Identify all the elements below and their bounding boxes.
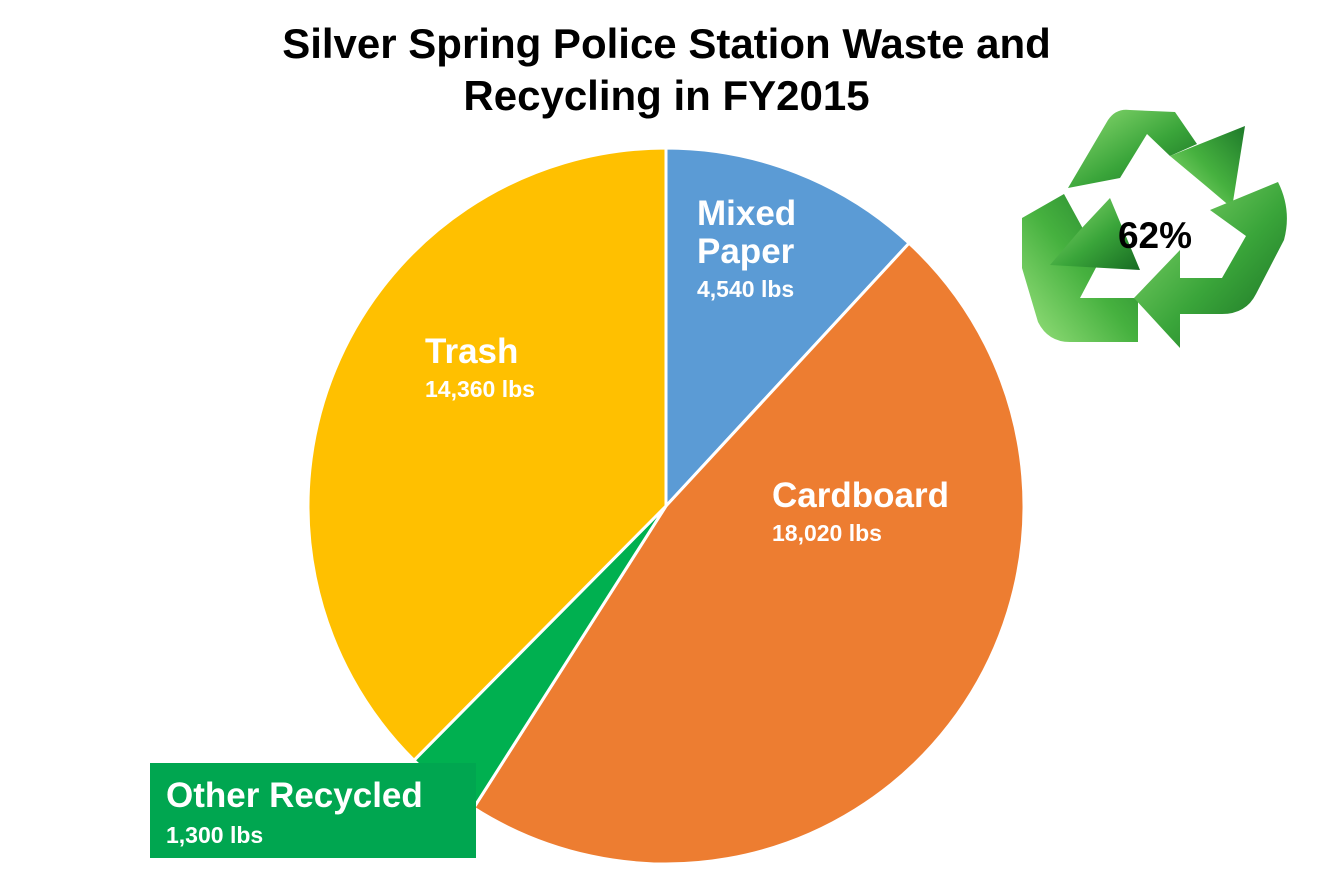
slice-name-other-recycled: Other Recycled xyxy=(166,776,423,815)
recycle-arrow-top xyxy=(1068,109,1197,188)
slice-value-trash: 14,360 lbs xyxy=(425,375,535,402)
recycle-arrow-left xyxy=(1022,194,1138,342)
recycle-arrow-right xyxy=(1134,182,1287,348)
recycle-arrowhead-top xyxy=(1170,126,1245,208)
slice-label-mixed-paper: Mixed Paper 4,540 lbs xyxy=(697,195,817,301)
slice-label-other-recycled: Other Recycled 1,300 lbs xyxy=(150,763,476,858)
recycling-rate: 62% xyxy=(1117,215,1193,256)
slice-value-other-recycled: 1,300 lbs xyxy=(166,821,264,848)
pie-slice-mixed-paper xyxy=(664,146,911,508)
recycle-arrowhead-left xyxy=(1050,198,1140,270)
slice-label-cardboard: Cardboard 18,020 lbs xyxy=(772,477,949,546)
slice-name-mixed-paper: Mixed Paper xyxy=(697,194,797,271)
chart-title-line-2: Recycling in FY2015 xyxy=(463,72,870,119)
slice-name-trash: Trash xyxy=(425,332,519,371)
chart-title-line-1: Silver Spring Police Station Waste and xyxy=(282,20,1051,67)
pie-slices xyxy=(306,146,1026,866)
chart-title: Silver Spring Police Station Waste and R… xyxy=(0,18,1333,122)
pie-slice-cardboard xyxy=(472,241,1026,866)
recycle-arrows-icon xyxy=(1022,109,1287,348)
slice-label-trash: Trash 14,360 lbs xyxy=(425,333,535,402)
slice-value-mixed-paper: 4,540 lbs xyxy=(697,275,795,302)
slice-value-cardboard: 18,020 lbs xyxy=(772,519,882,546)
pie-slice-trash xyxy=(306,146,668,762)
slice-name-cardboard: Cardboard xyxy=(772,476,949,515)
